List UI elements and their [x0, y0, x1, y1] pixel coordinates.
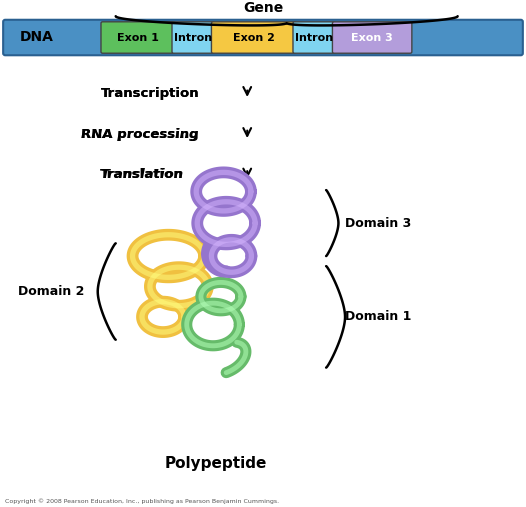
Text: Exon 3: Exon 3	[351, 32, 393, 43]
Text: Intron: Intron	[295, 32, 333, 43]
Text: Exon 2: Exon 2	[233, 32, 275, 43]
FancyBboxPatch shape	[172, 22, 215, 53]
FancyBboxPatch shape	[101, 22, 175, 53]
Text: RNA processing: RNA processing	[80, 128, 198, 141]
Text: Translation: Translation	[100, 168, 184, 182]
FancyBboxPatch shape	[211, 22, 296, 53]
Text: DNA: DNA	[20, 30, 54, 44]
FancyBboxPatch shape	[332, 22, 412, 53]
Text: Intron: Intron	[174, 32, 213, 43]
Text: Translation: Translation	[100, 168, 184, 182]
Text: Transcription: Transcription	[100, 87, 199, 100]
Text: Exon 1: Exon 1	[117, 32, 159, 43]
Text: RNA processing: RNA processing	[80, 128, 198, 141]
Text: Domain 1: Domain 1	[345, 310, 411, 323]
Text: Copyright © 2008 Pearson Education, Inc., publishing as Pearson Benjamin Cumming: Copyright © 2008 Pearson Education, Inc.…	[5, 499, 279, 504]
FancyBboxPatch shape	[3, 20, 523, 55]
Text: Domain 3: Domain 3	[345, 216, 411, 230]
Text: Polypeptide: Polypeptide	[165, 456, 267, 472]
Text: Transcription: Transcription	[100, 87, 199, 100]
FancyBboxPatch shape	[293, 22, 336, 53]
Text: Gene: Gene	[243, 1, 283, 15]
Text: Domain 2: Domain 2	[18, 285, 84, 298]
